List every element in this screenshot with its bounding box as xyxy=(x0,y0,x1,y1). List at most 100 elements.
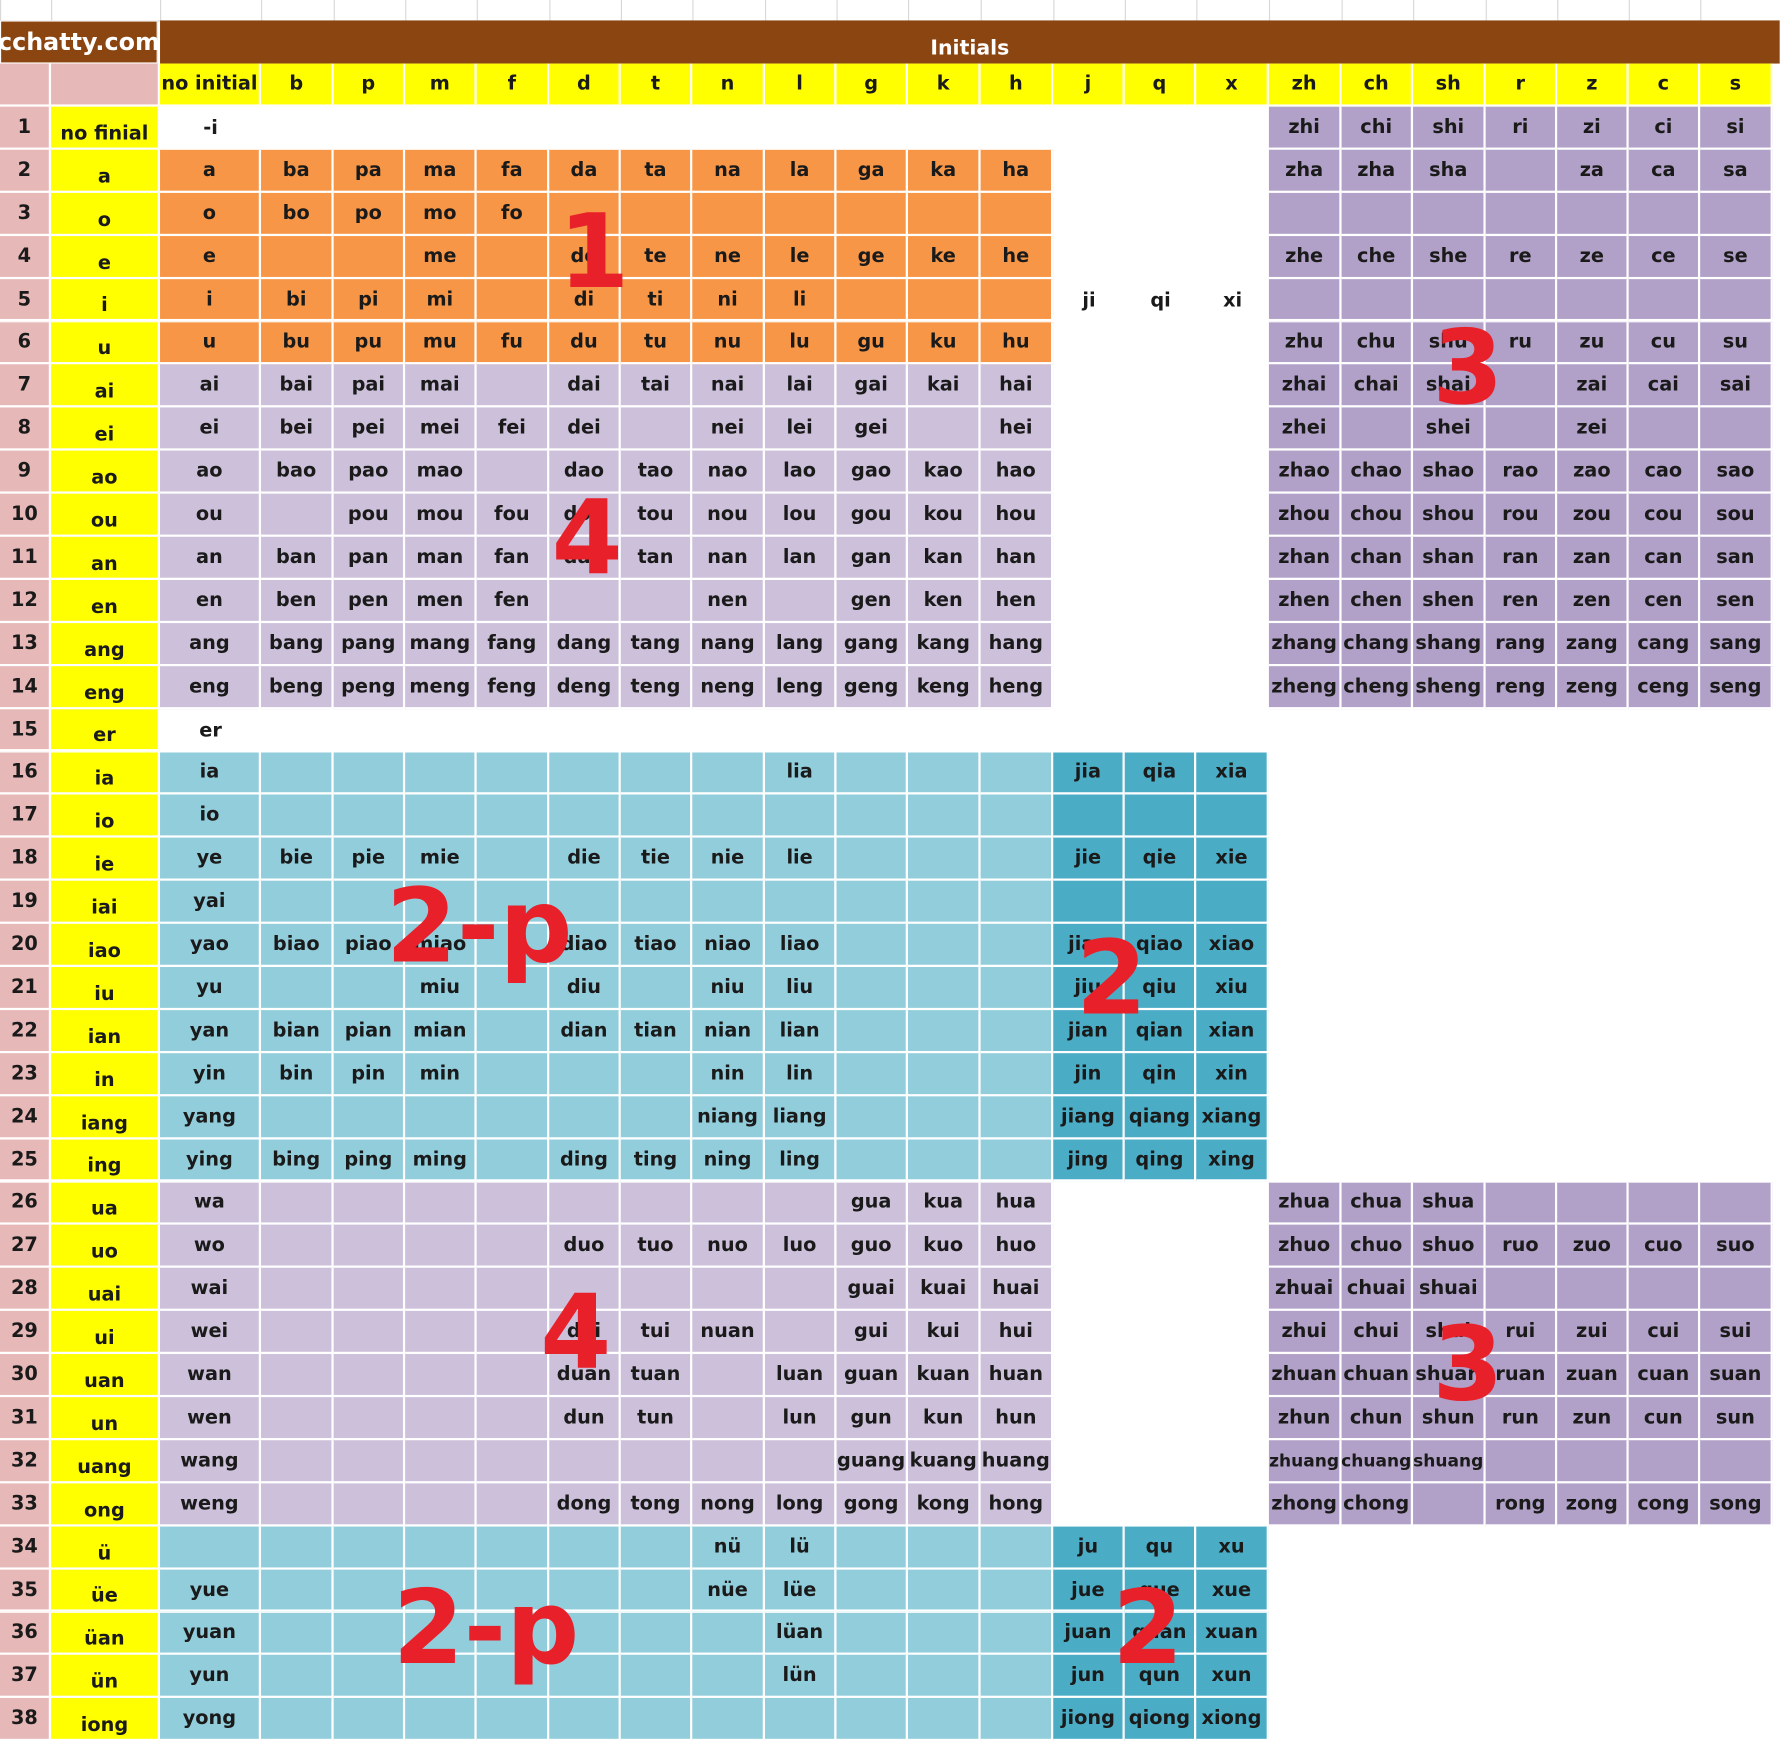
syllable-cell: de xyxy=(549,235,621,279)
syllable-cell: quan xyxy=(1124,1612,1197,1656)
empty-cell xyxy=(261,1698,334,1741)
syllable-cell: neng xyxy=(692,665,765,709)
syllable-cell: kao xyxy=(908,450,981,494)
empty-cell xyxy=(333,794,406,838)
empty-cell xyxy=(980,923,1054,968)
final-label: ong xyxy=(51,1483,161,1527)
empty-cell xyxy=(333,1182,406,1226)
empty-cell xyxy=(1485,1526,1558,1570)
empty-cell xyxy=(1557,1569,1629,1613)
row-number: 37 xyxy=(0,1655,52,1699)
syllable-cell: liao xyxy=(764,923,837,968)
syllable-cell: kuo xyxy=(908,1225,981,1269)
empty-cell xyxy=(1341,837,1414,881)
empty-cell xyxy=(1341,751,1414,795)
empty-cell xyxy=(1268,1053,1342,1097)
empty-cell xyxy=(1196,235,1269,279)
syllable-cell: ju xyxy=(1053,1526,1125,1570)
syllable-cell: can xyxy=(1628,536,1701,580)
syllable-cell: ren xyxy=(1485,579,1558,623)
empty-cell xyxy=(261,1483,334,1527)
empty-cell xyxy=(764,1440,837,1484)
syllable-cell: en xyxy=(160,579,262,623)
empty-cell xyxy=(1628,967,1701,1011)
empty-cell xyxy=(1700,751,1773,795)
syllable-cell: ruan xyxy=(1485,1354,1558,1398)
empty-cell xyxy=(620,794,693,838)
empty-cell xyxy=(476,923,550,968)
empty-cell xyxy=(836,1655,908,1699)
final-label: ai xyxy=(51,364,161,408)
syllable-cell: rui xyxy=(1485,1311,1558,1355)
empty-cell xyxy=(908,278,981,322)
syllable-cell: die xyxy=(549,837,621,881)
initial-header-t: t xyxy=(620,63,693,107)
empty-cell xyxy=(1053,321,1125,365)
syllable-cell: xia xyxy=(1196,751,1269,795)
syllable-cell: mei xyxy=(405,407,477,451)
empty-cell xyxy=(261,1268,334,1312)
empty-cell xyxy=(980,1053,1054,1097)
empty-cell xyxy=(980,1655,1054,1699)
empty-cell xyxy=(1196,149,1269,193)
syllable-cell: chuai xyxy=(1341,1268,1414,1312)
empty-cell xyxy=(1413,1698,1486,1741)
syllable-cell: wei xyxy=(160,1311,262,1355)
empty-cell xyxy=(692,1354,765,1398)
syllable-cell: xue xyxy=(1196,1569,1269,1613)
empty-cell xyxy=(980,708,1054,752)
syllable-cell: nüe xyxy=(692,1569,765,1613)
empty-cell xyxy=(836,1569,908,1613)
empty-cell xyxy=(476,1354,550,1398)
syllable-cell: gen xyxy=(836,579,908,623)
syllable-cell: gu xyxy=(836,321,908,365)
syllable-cell: shi xyxy=(1413,106,1486,150)
initial-header-c: c xyxy=(1628,63,1701,107)
empty-cell xyxy=(1557,1526,1629,1570)
syllable-cell: zhuan xyxy=(1268,1354,1342,1398)
empty-cell xyxy=(549,106,621,150)
final-label: un xyxy=(51,1397,161,1441)
empty-cell xyxy=(1413,1010,1486,1054)
row-number: 18 xyxy=(0,837,52,881)
syllable-cell: jiang xyxy=(1053,1096,1125,1140)
empty-cell xyxy=(261,1096,334,1140)
syllable-cell: mo xyxy=(405,192,477,236)
empty-cell xyxy=(476,880,550,924)
syllable-cell: duo xyxy=(549,1225,621,1269)
syllable-cell: miu xyxy=(405,967,477,1011)
final-label: ün xyxy=(51,1655,161,1699)
empty-cell xyxy=(476,1053,550,1097)
empty-cell xyxy=(1196,364,1269,408)
syllable-cell: yu xyxy=(160,967,262,1011)
syllable-cell: shuai xyxy=(1413,1268,1486,1312)
syllable-cell: zhao xyxy=(1268,450,1342,494)
syllable-cell: shui xyxy=(1413,1311,1486,1355)
empty-cell xyxy=(836,967,908,1011)
row-number: 15 xyxy=(0,708,52,752)
empty-cell xyxy=(1700,1569,1773,1613)
syllable-cell: ge xyxy=(836,235,908,279)
empty-cell xyxy=(1268,192,1342,236)
syllable-cell: a xyxy=(160,149,262,193)
empty-cell xyxy=(908,1655,981,1699)
final-label: a xyxy=(51,149,161,193)
empty-cell xyxy=(836,794,908,838)
syllable-cell: seng xyxy=(1700,665,1773,709)
syllable-cell: yai xyxy=(160,880,262,924)
syllable-cell: gui xyxy=(836,1311,908,1355)
syllable-cell: sen xyxy=(1700,579,1773,623)
syllable-cell: tie xyxy=(620,837,693,881)
row-number: 4 xyxy=(0,235,52,279)
final-label: u xyxy=(51,321,161,365)
syllable-cell: ting xyxy=(620,1139,693,1183)
empty-cell xyxy=(692,1397,765,1441)
empty-cell xyxy=(1413,1139,1486,1183)
syllable-cell: niang xyxy=(692,1096,765,1140)
syllable-cell: pin xyxy=(333,1053,406,1097)
syllable-cell: jiong xyxy=(1053,1698,1125,1741)
syllable-cell: zhuo xyxy=(1268,1225,1342,1269)
empty-cell xyxy=(836,923,908,968)
syllable-cell: chen xyxy=(1341,579,1414,623)
